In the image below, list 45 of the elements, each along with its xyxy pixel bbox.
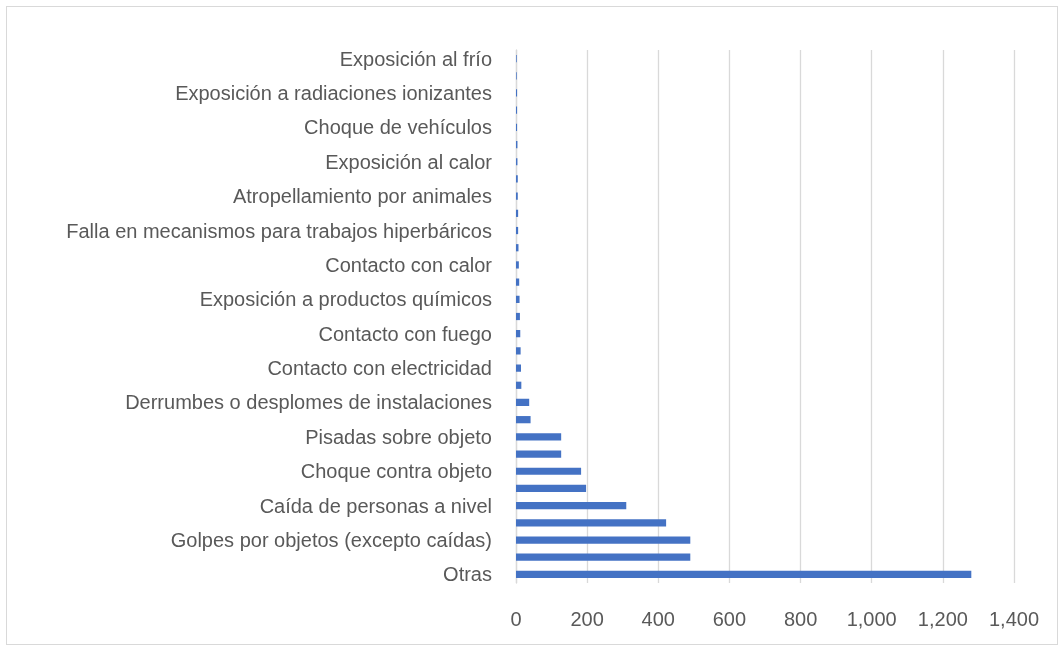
bar (516, 553, 691, 561)
y-tick-label: Choque contra objeto (300, 460, 492, 483)
y-tick-label: Choque de vehículos (304, 116, 492, 139)
y-tick-label: Contacto con calor (325, 253, 493, 276)
x-tick-label: 1,400 (988, 608, 1040, 630)
bar (516, 450, 562, 458)
y-tick-label: Derrumbes o desplomes de instalaciones (125, 391, 492, 414)
bar (516, 312, 520, 321)
y-tick-label: Contacto con electricidad (267, 357, 492, 380)
y-tick-label: Golpes por objetos (excepto caídas) (170, 529, 492, 552)
x-tick-label: 200 (570, 608, 604, 630)
y-tick-label: Exposición al frío (339, 47, 492, 70)
bar (516, 467, 582, 475)
y-tick-label: Exposición a radiaciones ionizantes (175, 81, 492, 104)
bar (516, 398, 530, 407)
bar (516, 416, 531, 424)
y-tick-label: Caída de personas a nivel (259, 494, 492, 517)
bar (516, 519, 667, 527)
y-tick-label: Pisadas sobre objeto (305, 425, 492, 448)
y-tick-label: Otras (443, 563, 492, 586)
bar (516, 330, 521, 338)
bar (516, 295, 520, 303)
bar (516, 347, 521, 355)
x-tick-label: 800 (783, 608, 818, 630)
x-tick-label: 1,200 (917, 608, 968, 630)
x-tick-label: 400 (641, 608, 675, 630)
y-tick-label: Contacto con fuego (318, 322, 492, 345)
bar (516, 433, 562, 441)
bar (516, 570, 972, 579)
bar (516, 209, 519, 217)
bar (516, 536, 691, 544)
bar (516, 502, 627, 510)
bar (516, 278, 520, 286)
y-tick-label: Falla en mecanismos para trabajos hiperbáricos (66, 219, 492, 242)
bar (516, 484, 587, 493)
y-tick-label: Exposición a productos químicos (199, 288, 492, 311)
x-tick-label: 600 (712, 608, 747, 630)
y-tick-label: Atropellamiento por animales (232, 185, 492, 208)
bar (516, 226, 519, 235)
bar (516, 381, 522, 389)
x-tick-label: 0 (510, 608, 522, 630)
bar (516, 261, 519, 269)
y-tick-label: Exposición al calor (325, 150, 493, 173)
x-tick-label: 1,000 (846, 608, 897, 630)
bar (516, 364, 521, 372)
